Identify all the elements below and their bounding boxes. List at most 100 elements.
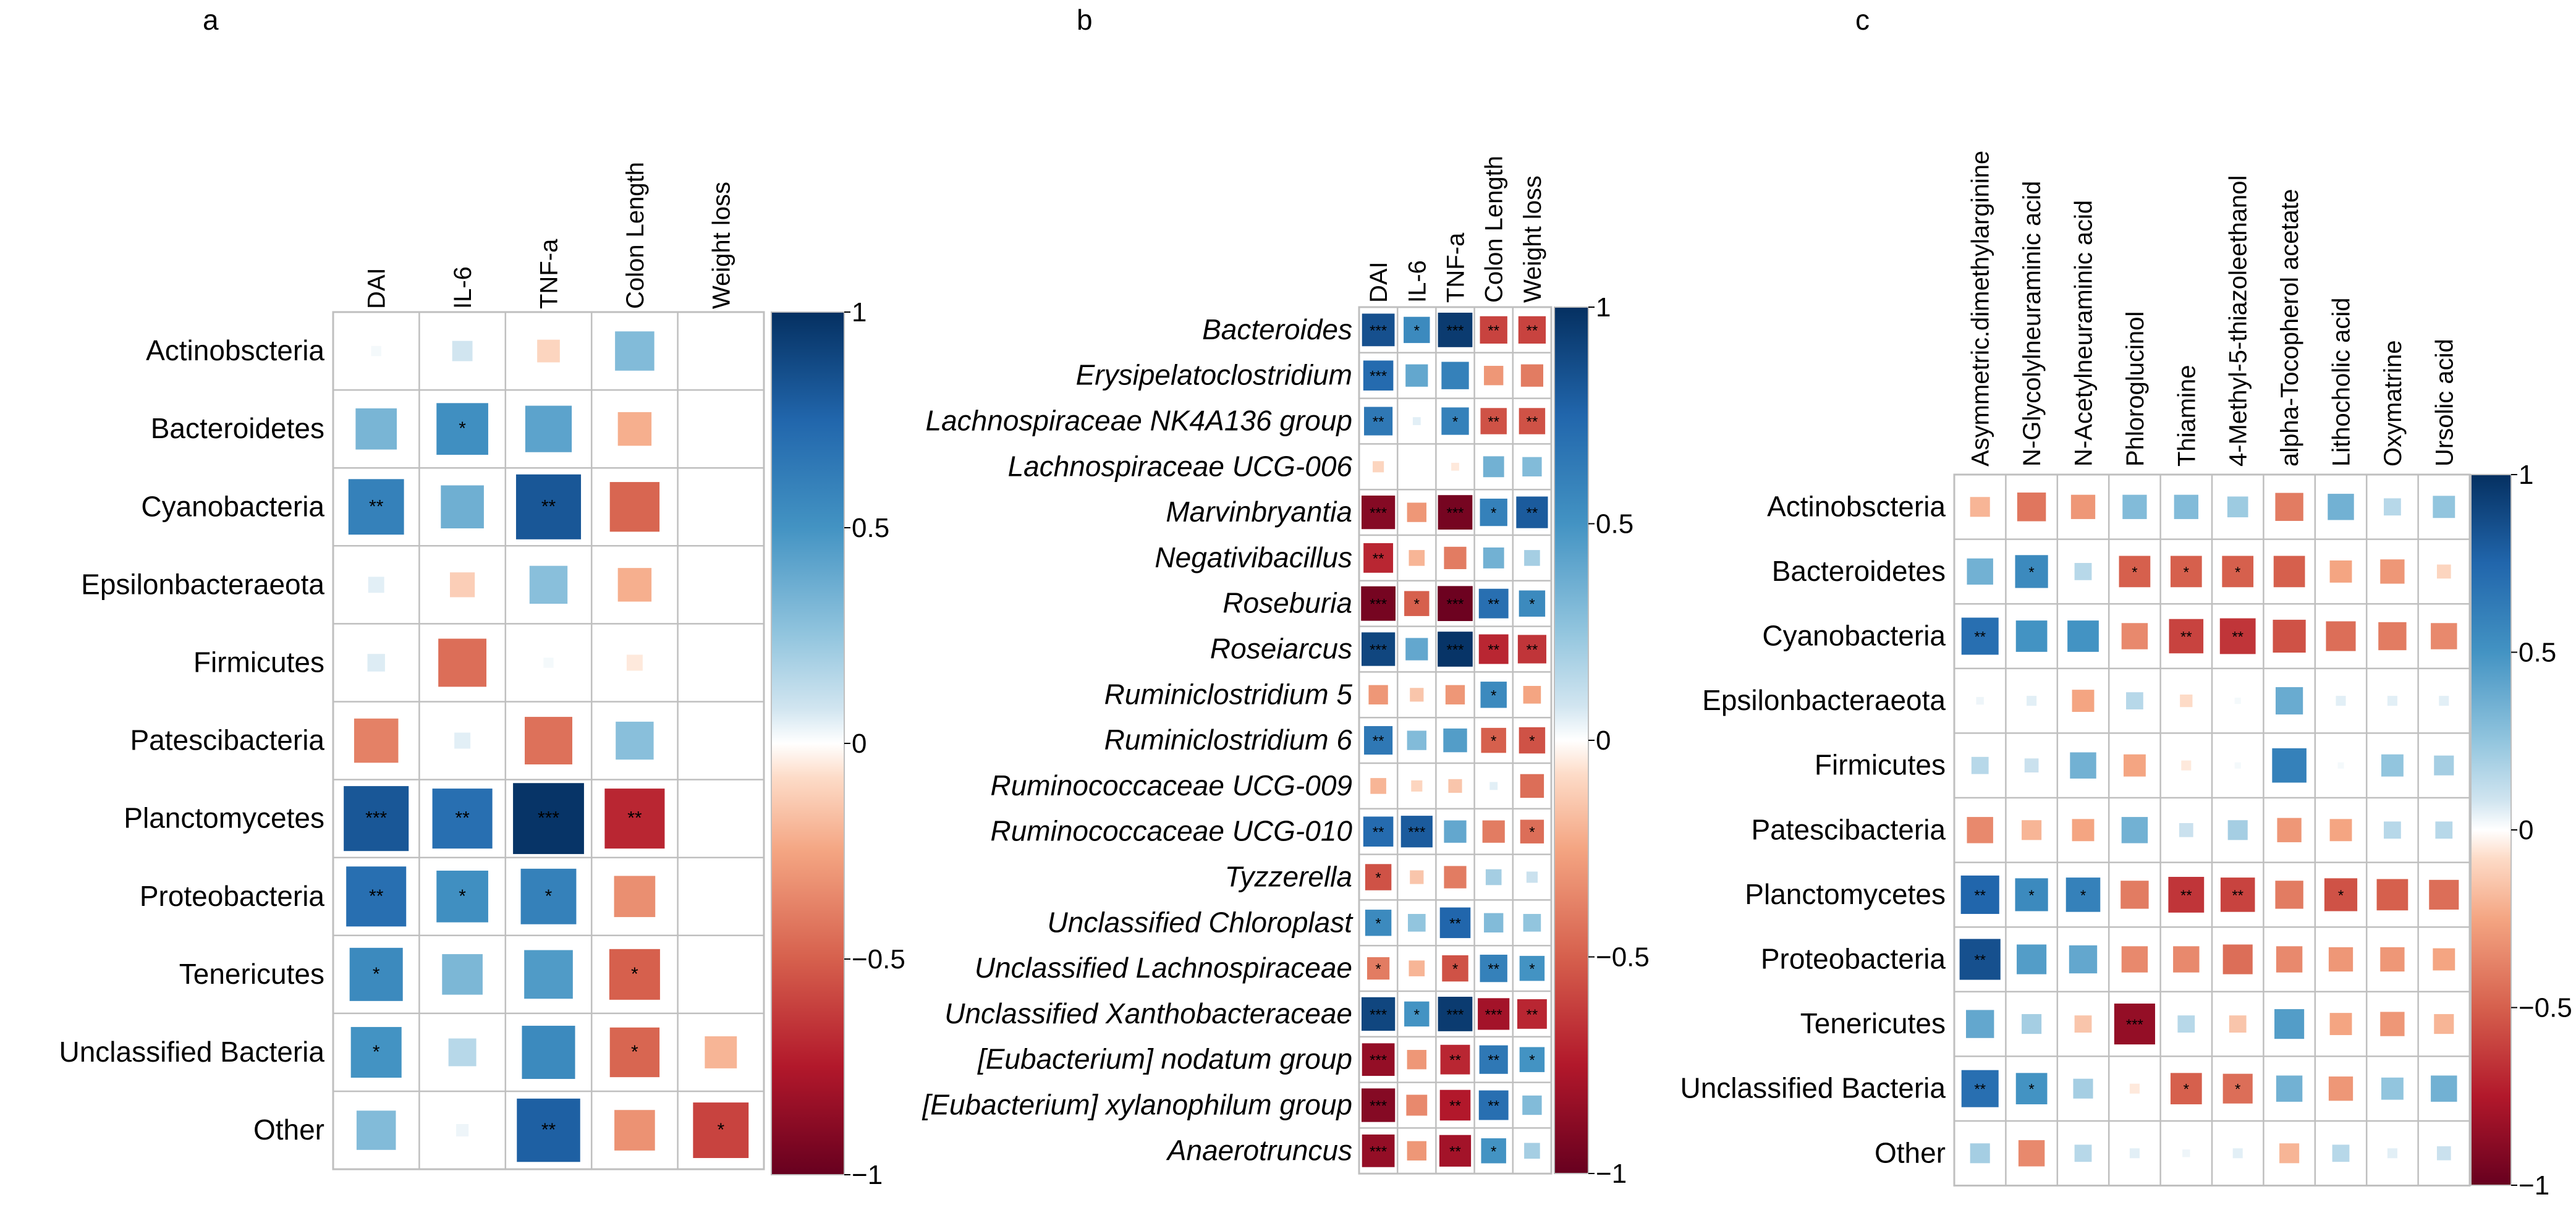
heatmap-cell (2017, 493, 2046, 522)
heatmap-cell (522, 1025, 575, 1079)
significance-stars: * (1529, 961, 1535, 978)
heatmap-cell (2220, 877, 2255, 912)
heatmap-cell (1410, 688, 1424, 702)
heatmap-cell (1363, 360, 1394, 391)
colorbar (771, 311, 845, 1175)
heatmap-cell (1444, 820, 1467, 843)
column-label: IL-6 (1404, 260, 1431, 303)
colorbar-tick-label: −0.5 (852, 944, 905, 975)
heatmap-cell (2274, 1009, 2305, 1039)
heatmap-cell (1485, 869, 1502, 886)
significance-stars: *** (1370, 596, 1387, 613)
heatmap-cell (1480, 498, 1507, 526)
heatmap-cell (2065, 877, 2101, 912)
heatmap-cell (2326, 621, 2356, 651)
heatmap-cell (1520, 774, 1544, 798)
heatmap-cell (452, 340, 473, 362)
heatmap-cell (1522, 1095, 1542, 1115)
heatmap-cell (1438, 586, 1473, 622)
heatmap-cell (517, 1098, 580, 1162)
heatmap-cell (1961, 617, 1999, 655)
heatmap-cell (2173, 946, 2200, 973)
heatmap-cell (2121, 817, 2148, 844)
row-label: Epsilonbacteraeota (81, 568, 324, 600)
heatmap-cell (2332, 1144, 2350, 1162)
heatmap-cell (1959, 939, 2001, 980)
heatmap-cell (2119, 556, 2151, 588)
heatmap-cell (436, 870, 488, 923)
heatmap-cell (537, 339, 560, 363)
row-label: Firmicutes (193, 646, 324, 678)
heatmap-cell (2015, 620, 2048, 652)
heatmap-cell (2431, 1075, 2457, 1102)
heatmap-cell (2273, 619, 2306, 653)
heatmap-cell (1364, 407, 1393, 436)
heatmap-cell (2170, 556, 2202, 588)
significance-stars: ** (1373, 733, 1384, 750)
colorbar-tick-label: 0.5 (1596, 509, 1633, 539)
panel-a: a*** ***** ** *** **** * ** ** *** *Actinobscteri… (59, 4, 905, 1190)
heatmap-cell (2126, 692, 2143, 709)
row-label: [Eubacterium] nodatum group (977, 1043, 1352, 1075)
row-label: Unclassified Chloroplast (1048, 906, 1354, 938)
significance-stars: * (1529, 824, 1535, 841)
significance-stars: *** (1370, 323, 1387, 339)
row-label: Other (1875, 1136, 1946, 1169)
heatmap-cell (513, 783, 584, 855)
heatmap-cell (1370, 778, 1386, 794)
heatmap-cell (609, 1027, 660, 1078)
heatmap-cell (2276, 1075, 2303, 1102)
heatmap-cell (543, 657, 554, 668)
heatmap-cell (1405, 638, 1428, 661)
heatmap-cell (1522, 457, 1542, 476)
significance-stars: ** (1488, 596, 1499, 613)
heatmap-cell (1960, 875, 1999, 914)
row-label: Lachnospiraceae NK4A136 group (926, 405, 1353, 437)
heatmap-cell (2232, 1148, 2243, 1159)
significance-stars: * (2028, 1081, 2034, 1098)
heatmap-cell (1519, 1047, 1545, 1072)
heatmap-cell (2378, 622, 2407, 651)
significance-stars: ** (1373, 414, 1384, 431)
heatmap-cell (1480, 316, 1507, 344)
heatmap-cell (1438, 997, 1473, 1031)
column-label: IL-6 (449, 266, 477, 309)
row-label: Planctomycetes (1745, 878, 1946, 910)
row-label: Ruminococcaceae UCG-009 (991, 769, 1353, 801)
heatmap-cell (1407, 913, 1426, 932)
heatmap-cell (1405, 364, 1428, 387)
heatmap-cell (354, 718, 399, 763)
heatmap-cell (2017, 944, 2047, 975)
row-label: Cyanobacteria (1762, 620, 1946, 652)
heatmap-cell (1478, 588, 1509, 619)
heatmap-cell (1961, 1070, 1999, 1107)
heatmap-cell (1482, 820, 1505, 843)
column-label: Oxymatrine (2379, 340, 2407, 467)
heatmap-cell (2229, 1015, 2247, 1033)
significance-stars: *** (1446, 642, 1464, 659)
heatmap-cell (1407, 1141, 1426, 1161)
heatmap-cell (2177, 1015, 2195, 1033)
heatmap-cell (1412, 417, 1421, 425)
heatmap-cell (2227, 820, 2248, 840)
column-label: Colon Length (1481, 156, 1508, 303)
heatmap-cell (1479, 1045, 1508, 1074)
significance-stars: * (631, 1042, 638, 1062)
heatmap-cell (2337, 762, 2344, 769)
heatmap-cell (1519, 727, 1546, 754)
colorbar-tick-label: 1 (1596, 292, 1611, 323)
heatmap-cell (1480, 682, 1507, 708)
heatmap-cell (616, 721, 654, 760)
significance-stars: * (1529, 1052, 1535, 1069)
heatmap-cell (2169, 619, 2204, 654)
colorbar-tick-label: 1 (2519, 460, 2533, 490)
row-label: Tyzzerella (1225, 861, 1352, 893)
significance-stars: * (2235, 564, 2240, 581)
heatmap-cell (2015, 878, 2048, 911)
heatmap-cell (2022, 1014, 2042, 1034)
heatmap-cell (2070, 752, 2096, 779)
heatmap-cell (436, 403, 488, 455)
heatmap-cell (626, 654, 643, 671)
colorbar-tick-label: 0.5 (852, 513, 889, 543)
colorbar (1554, 307, 1589, 1174)
